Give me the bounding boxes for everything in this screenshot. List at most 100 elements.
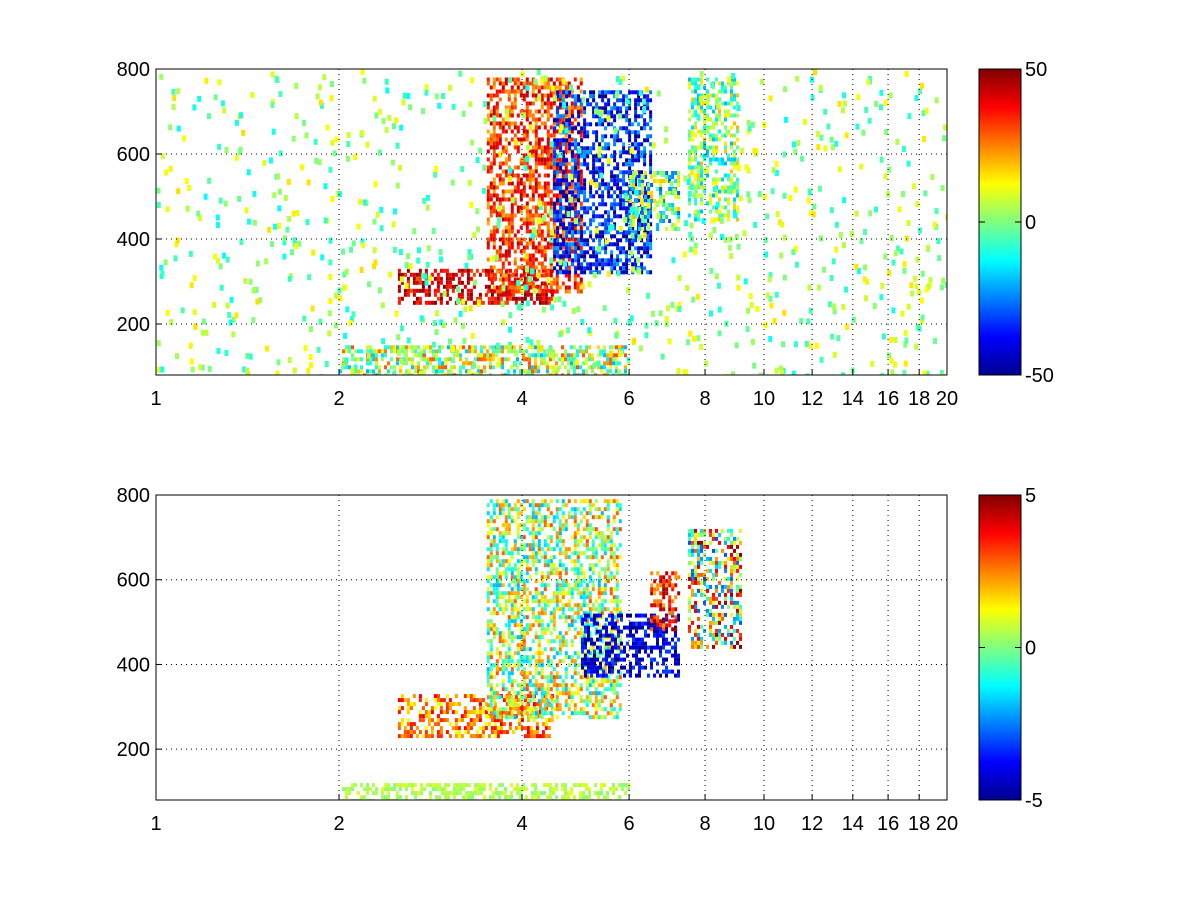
heatmap-cell: [516, 595, 520, 600]
heatmap-cell: [625, 118, 629, 123]
heatmap-cell: [574, 270, 578, 275]
heatmap-cell: [492, 583, 496, 588]
heatmap-cell: [549, 365, 552, 370]
heatmap-cell: [546, 277, 551, 284]
heatmap-cell: [622, 146, 626, 151]
heatmap-cell: [198, 215, 203, 221]
heatmap-cell: [422, 197, 427, 204]
heatmap-cell: [520, 702, 524, 707]
heatmap-cell: [556, 226, 560, 231]
heatmap-cell: [683, 369, 688, 375]
heatmap-cell: [490, 296, 494, 301]
heatmap-cell: [522, 543, 526, 548]
heatmap-cell: [436, 718, 440, 723]
heatmap-cell: [543, 157, 547, 162]
heatmap-cell: [492, 237, 496, 242]
heatmap-cell: [425, 261, 430, 268]
heatmap-cell: [610, 202, 614, 207]
heatmap-cell: [862, 276, 867, 283]
heatmap-cell: [580, 234, 584, 239]
heatmap-cell: [501, 591, 505, 596]
heatmap-cell: [625, 106, 629, 111]
heatmap-cell: [495, 547, 499, 552]
heatmap-cell: [486, 547, 490, 552]
heatmap-cell: [649, 162, 653, 167]
heatmap-cell: [733, 173, 736, 178]
heatmap-cell: [510, 695, 514, 700]
heatmap-cell: [940, 185, 945, 192]
heatmap-cell: [427, 734, 431, 739]
heatmap-cell: [543, 125, 547, 130]
heatmap-cell: [516, 165, 520, 170]
heatmap-cell: [543, 189, 547, 194]
heatmap-cell: [613, 266, 617, 271]
heatmap-cell: [646, 292, 651, 299]
heatmap-cell: [508, 312, 513, 319]
heatmap-cell: [677, 207, 681, 211]
heatmap-cell: [625, 94, 629, 99]
heatmap-cell: [556, 238, 560, 243]
heatmap-cell: [555, 587, 559, 592]
heatmap-cell: [555, 193, 559, 198]
heatmap-cell: [599, 172, 604, 179]
heatmap-cell: [495, 141, 499, 146]
heatmap-cell: [555, 145, 559, 150]
heatmap-cell: [328, 237, 333, 244]
heatmap-cell: [703, 101, 706, 106]
heatmap-cell: [225, 256, 230, 263]
heatmap-cell: [622, 202, 626, 207]
heatmap-cell: [574, 246, 578, 251]
heatmap-cell: [589, 102, 593, 107]
heatmap-cell: [498, 89, 502, 94]
heatmap-cell: [715, 77, 718, 82]
heatmap-cell: [552, 571, 556, 576]
heatmap-cell: [489, 113, 493, 118]
heatmap-cell: [531, 611, 535, 616]
heatmap-cell: [165, 206, 170, 213]
heatmap-cell: [522, 349, 525, 354]
heatmap-cell: [640, 222, 644, 227]
heatmap-cell: [433, 300, 437, 305]
heatmap-cell: [426, 245, 431, 252]
heatmap-cell: [601, 138, 605, 143]
heatmap-cell: [175, 237, 180, 244]
heatmap-cell: [724, 101, 727, 106]
heatmap-cell: [774, 291, 779, 298]
heatmap-cell: [534, 189, 538, 194]
heatmap-cell: [627, 319, 632, 326]
heatmap-cell: [543, 93, 547, 98]
heatmap-cell: [765, 292, 770, 299]
heatmap-cell: [538, 702, 542, 707]
heatmap-cell: [507, 197, 511, 202]
heatmap-cell: [589, 230, 593, 235]
heatmap-cell: [525, 245, 529, 250]
heatmap-cell: [762, 122, 767, 129]
heatmap-cell: [531, 535, 535, 540]
heatmap-cell: [510, 121, 514, 126]
heatmap-cell: [724, 213, 727, 218]
heatmap-cell: [239, 239, 244, 245]
heatmap-cell: [439, 706, 443, 711]
heatmap-cell: [445, 702, 449, 707]
heatmap-cell: [625, 206, 629, 211]
heatmap-cell: [537, 125, 541, 130]
heatmap-cell: [492, 691, 496, 696]
heatmap-cell: [325, 124, 330, 131]
heatmap-cell: [646, 122, 650, 127]
heatmap-cell: [573, 77, 577, 82]
heatmap-cell: [597, 151, 602, 158]
heatmap-cell: [631, 154, 635, 159]
heatmap-cell: [159, 264, 164, 271]
heatmap-cell: [552, 547, 556, 552]
heatmap-cell: [531, 547, 535, 552]
heatmap-cell: [649, 254, 653, 259]
heatmap-cell: [516, 205, 520, 210]
heatmap-cell: [634, 146, 638, 151]
heatmap-cell: [537, 249, 541, 254]
heatmap-cell: [544, 718, 548, 723]
heatmap-cell: [558, 97, 562, 102]
heatmap-cell: [574, 218, 578, 225]
heatmap-cell: [531, 519, 535, 524]
heatmap-cell: [550, 698, 554, 703]
